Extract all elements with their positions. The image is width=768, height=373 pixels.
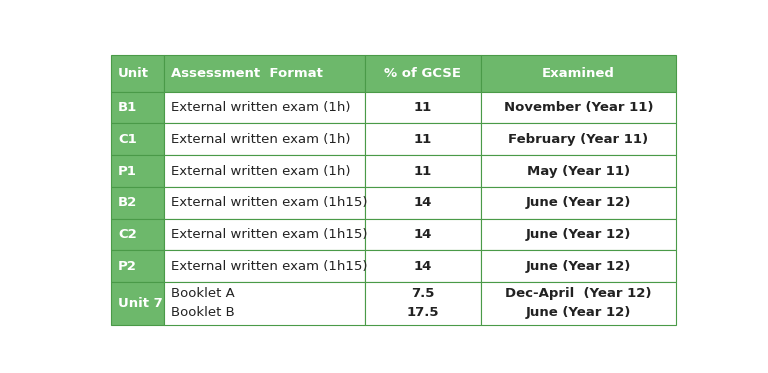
Text: 14: 14 — [413, 196, 432, 209]
Bar — [111, 155, 164, 187]
Text: External written exam (1h): External written exam (1h) — [171, 164, 351, 178]
Bar — [365, 282, 481, 325]
Bar — [365, 92, 481, 123]
Text: Booklet A
Booklet B: Booklet A Booklet B — [171, 287, 235, 319]
Text: Unit 7: Unit 7 — [118, 297, 163, 310]
Text: C2: C2 — [118, 228, 137, 241]
Bar — [164, 282, 365, 325]
Bar — [111, 55, 164, 92]
Text: June (Year 12): June (Year 12) — [526, 260, 631, 273]
Bar — [481, 155, 677, 187]
Bar — [365, 250, 481, 282]
Bar — [481, 282, 677, 325]
Text: November (Year 11): November (Year 11) — [504, 101, 654, 114]
Bar — [164, 55, 365, 92]
Text: 11: 11 — [414, 133, 432, 146]
Text: External written exam (1h15): External written exam (1h15) — [171, 260, 368, 273]
Bar — [164, 219, 365, 250]
Text: P2: P2 — [118, 260, 137, 273]
Bar — [164, 187, 365, 219]
Bar — [481, 250, 677, 282]
Text: C1: C1 — [118, 133, 137, 146]
Text: Unit: Unit — [118, 67, 149, 80]
Text: 11: 11 — [414, 101, 432, 114]
Bar — [481, 55, 677, 92]
Text: Examined: Examined — [542, 67, 615, 80]
Bar — [164, 155, 365, 187]
Bar — [111, 187, 164, 219]
Text: External written exam (1h): External written exam (1h) — [171, 133, 351, 146]
Bar — [111, 123, 164, 155]
Text: External written exam (1h): External written exam (1h) — [171, 101, 351, 114]
Text: 14: 14 — [413, 260, 432, 273]
Bar — [111, 219, 164, 250]
Text: % of GCSE: % of GCSE — [384, 67, 462, 80]
Bar — [481, 123, 677, 155]
Bar — [164, 250, 365, 282]
Bar — [111, 250, 164, 282]
Text: Assessment  Format: Assessment Format — [171, 67, 323, 80]
Bar — [481, 219, 677, 250]
Text: B1: B1 — [118, 101, 137, 114]
Text: 11: 11 — [414, 164, 432, 178]
Bar — [481, 92, 677, 123]
Text: February (Year 11): February (Year 11) — [508, 133, 648, 146]
Text: 14: 14 — [413, 228, 432, 241]
Bar — [481, 187, 677, 219]
Bar — [365, 123, 481, 155]
Bar — [365, 219, 481, 250]
Text: May (Year 11): May (Year 11) — [527, 164, 630, 178]
Text: B2: B2 — [118, 196, 137, 209]
Bar — [111, 282, 164, 325]
Bar — [365, 187, 481, 219]
Text: June (Year 12): June (Year 12) — [526, 228, 631, 241]
Bar — [164, 92, 365, 123]
Text: External written exam (1h15): External written exam (1h15) — [171, 228, 368, 241]
Bar — [111, 92, 164, 123]
Bar — [164, 123, 365, 155]
Text: 7.5
17.5: 7.5 17.5 — [406, 287, 439, 319]
Text: June (Year 12): June (Year 12) — [526, 196, 631, 209]
Text: External written exam (1h15): External written exam (1h15) — [171, 196, 368, 209]
Text: P1: P1 — [118, 164, 137, 178]
Text: Dec-April  (Year 12)
June (Year 12): Dec-April (Year 12) June (Year 12) — [505, 287, 652, 319]
Bar — [365, 155, 481, 187]
Bar — [365, 55, 481, 92]
